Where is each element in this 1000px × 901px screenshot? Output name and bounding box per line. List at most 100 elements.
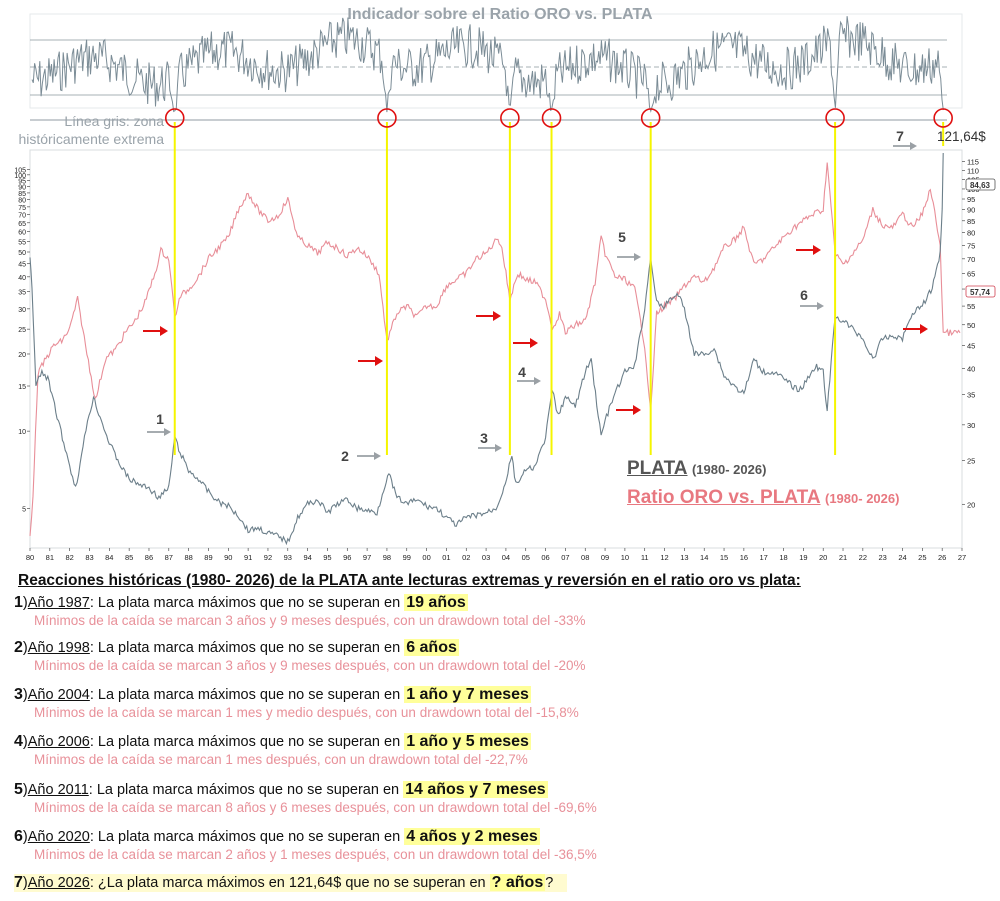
right-axis-tick-label: 30 — [967, 421, 975, 430]
x-axis-tick-label: 80 — [26, 553, 34, 562]
legend-silver: PLATA (1980- 2026) — [627, 458, 766, 480]
x-axis-tick-label: 92 — [264, 553, 272, 562]
indicator-oscillator — [31, 16, 944, 113]
x-axis-tick-label: 90 — [224, 553, 232, 562]
left-axis-tick-label: 10 — [18, 429, 26, 436]
left-axis-tick-label: 30 — [18, 307, 26, 314]
left-axis-tick-label: 90 — [18, 185, 26, 192]
reaction-highlight: 1 año y 5 meses — [404, 733, 531, 750]
reaction-paren: ) — [22, 595, 28, 611]
x-axis-tick-label: 26 — [938, 553, 946, 562]
left-axis-tick-label: 25 — [18, 327, 26, 334]
right-axis-tick-label: 25 — [967, 457, 975, 466]
reaction-text: : La plata marca máximos que no se super… — [89, 687, 405, 703]
legend-silver-label: PLATA — [627, 458, 688, 479]
series-line-plata — [29, 152, 944, 546]
right-axis-tick-label: 35 — [967, 391, 975, 400]
event-number-2: 2 — [341, 448, 349, 464]
x-axis-tick-label: 06 — [541, 553, 549, 562]
indicator-title: Indicador sobre el Ratio ORO vs. PLATA — [347, 6, 653, 23]
extreme-circle-5 — [640, 108, 661, 128]
right-axis-tick-label: 70 — [967, 255, 975, 264]
reaction-text: : La plata marca máximos que no se super… — [89, 595, 405, 611]
x-axis-tick-label: 97 — [363, 553, 371, 562]
right-axis-tick-label: 20 — [967, 500, 975, 509]
x-axis-tick-label: 98 — [383, 553, 391, 562]
reaction-item-3: 3)Año 2004: La plata marca máximos que n… — [14, 686, 994, 720]
gray-arrow-head-1 — [164, 428, 171, 436]
reaction-paren: ) — [22, 687, 28, 703]
plot-frame — [29, 149, 963, 549]
reaction-sub-line: Mínimos de la caída se marcan 8 años y 6… — [34, 800, 597, 815]
left-axis-tick-label: 40 — [18, 275, 26, 282]
x-axis-tick-label: 85 — [125, 553, 133, 562]
x-axis-tick-label: 00 — [422, 553, 430, 562]
reaction-text: : ¿La plata marca máximos en 121,64$ que… — [89, 875, 490, 891]
reaction-year: Año 2004 — [27, 687, 90, 703]
extreme-circle-1 — [164, 108, 185, 128]
x-axis-tick-label: 12 — [660, 553, 668, 562]
event-number-1: 1 — [156, 411, 164, 427]
right-axis-tick-label: 115 — [967, 158, 979, 167]
x-axis-tick-label: 07 — [561, 553, 569, 562]
event-number-6: 6 — [800, 287, 808, 303]
legend-ratio-period: (1980- 2026) — [825, 491, 900, 506]
x-axis-tick-label: 91 — [244, 553, 252, 562]
legend-ratio: Ratio ORO vs. PLATA (1980- 2026) — [627, 487, 899, 509]
series-line-ratio — [29, 162, 961, 536]
right-axis-tick-label: 80 — [967, 229, 975, 238]
gray-arrow-head-2 — [374, 452, 381, 460]
x-axis-tick-label: 88 — [184, 553, 192, 562]
reaction-number: 1 — [14, 594, 23, 611]
reaction-text: : La plata marca máximos que no se super… — [89, 829, 405, 845]
gray-arrow-head-3 — [495, 444, 502, 452]
reaction-sub-line: Mínimos de la caída se marcan 3 años y 9… — [34, 613, 586, 628]
x-axis-tick-label: 13 — [680, 553, 688, 562]
legend-ratio-label: Ratio ORO vs. PLATA — [627, 487, 821, 508]
extreme-circle-4 — [541, 108, 562, 128]
reaction-item-5: 5)Año 2011: La plata marca máximos que n… — [14, 781, 994, 815]
reaction-sub-line: Mínimos de la caída se marcan 3 años y 9… — [34, 658, 586, 673]
legend-silver-period: (1980- 2026) — [691, 462, 767, 477]
x-axis-tick-label: 93 — [284, 553, 292, 562]
section-heading: Reacciones históricas (1980- 2026) de la… — [18, 572, 801, 589]
left-axis-tick-label: 5 — [22, 506, 26, 513]
left-axis-tick-label: 75 — [18, 205, 26, 212]
reaction-year: Año 2006 — [27, 734, 90, 750]
x-axis-tick-label: 95 — [323, 553, 331, 562]
chart-area: 5 10 15 20 25 30 35 40 45 50 55 60 65 70 75 80 85 90 95 100… — [14, 6, 996, 562]
reaction-number: 6 — [14, 828, 23, 845]
reaction-year: Año 1987 — [27, 595, 90, 611]
red-arrow-head-1 — [160, 326, 168, 336]
left-axis-tick-label: 70 — [18, 213, 26, 220]
x-axis-tick-label: 87 — [165, 553, 173, 562]
right-axis-tick-label: 95 — [967, 195, 975, 204]
left-axis-tick-label: 65 — [18, 221, 26, 228]
x-axis-tick-label: 03 — [482, 553, 490, 562]
left-axis-tick-label: 35 — [18, 290, 26, 297]
reaction-text: : La plata marca máximos que no se super… — [89, 734, 405, 750]
left-axis-tick-label: 50 — [18, 250, 26, 257]
red-arrow-head-6 — [813, 245, 821, 255]
x-axis-tick-label: 17 — [760, 553, 768, 562]
reaction-number: 4 — [14, 733, 23, 750]
price-label: 121,64$ — [937, 129, 986, 144]
text-section: Reacciones históricas (1980- 2026) de la… — [0, 572, 1000, 901]
x-axis-tick-label: 81 — [46, 553, 54, 562]
red-arrow-head-5 — [633, 405, 641, 415]
extreme-circle-6 — [825, 108, 845, 128]
reaction-paren: ) — [22, 640, 28, 656]
x-axis-tick-label: 15 — [720, 553, 728, 562]
x-axis-tick-label: 96 — [343, 553, 351, 562]
x-axis-tick-label: 18 — [779, 553, 787, 562]
reaction-number: 7 — [14, 874, 23, 891]
extreme-circle-7 — [933, 108, 953, 128]
reaction-item-1: 1)Año 1987: La plata marca máximos que n… — [14, 594, 994, 628]
left-axis-tick-label: 85 — [18, 191, 26, 198]
red-arrow-head-4 — [530, 338, 538, 348]
x-axis-tick-label: 16 — [740, 553, 748, 562]
event-number-3: 3 — [480, 430, 488, 446]
right-axis-tick-label: 65 — [967, 269, 975, 278]
x-axis-tick-label: 22 — [859, 553, 867, 562]
reaction-year: Año 1998 — [27, 640, 90, 656]
